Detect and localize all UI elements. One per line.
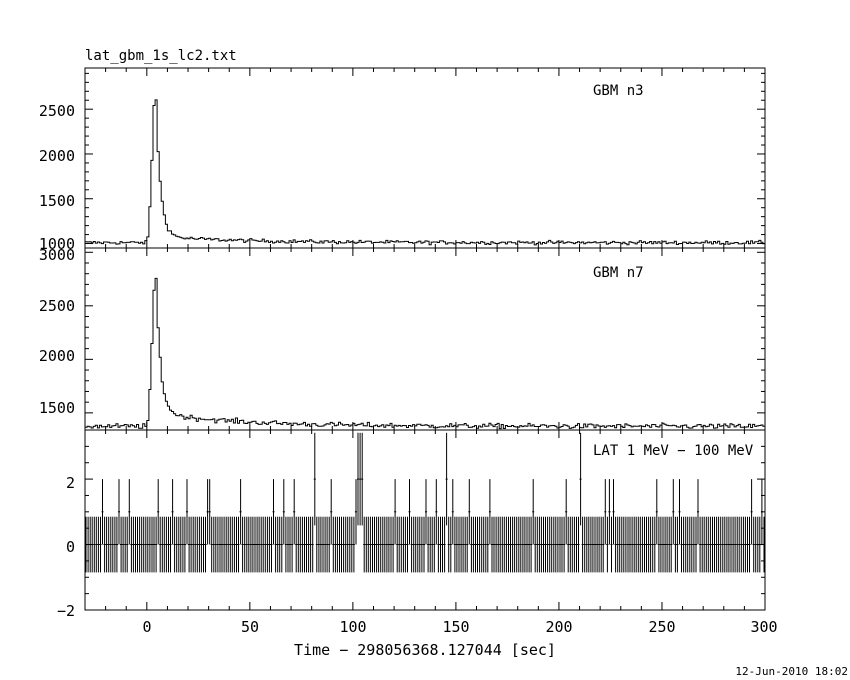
x-axis-label: Time − 298056368.127044 [sec] [294, 641, 556, 659]
y-tick-label: 1000 [39, 235, 75, 253]
x-tick-label: 200 [545, 618, 572, 636]
y-axis-lat: −2 0 2 [57, 474, 75, 620]
y-tick-label: 2000 [39, 347, 75, 365]
y-tick-label: 2000 [39, 147, 75, 165]
y-axis-gbm-n7: 1500 2000 2500 3000 [39, 246, 75, 417]
y-axis-gbm-n3: 1000 1500 2000 2500 [39, 102, 75, 253]
timestamp: 12-Jun-2010 18:02 [735, 665, 848, 678]
legend-gbm-n3: GBM n3 [593, 83, 644, 99]
y-tick-label: 3000 [39, 246, 75, 264]
x-tick-label: 150 [442, 618, 469, 636]
y-tick-label: 2500 [39, 297, 75, 315]
y-tick-label: 2 [66, 474, 75, 492]
x-tick-label: 100 [339, 618, 366, 636]
x-tick-label: 300 [750, 618, 777, 636]
x-tick-label: 0 [142, 618, 151, 636]
panel-gbm-n7-frame [84, 247, 766, 431]
x-axis: 0 50 100 150 200 250 300 [142, 618, 777, 636]
data-layer [85, 99, 765, 573]
tick-marks [84, 68, 766, 611]
y-tick-label: 1500 [39, 192, 75, 210]
x-tick-label: 250 [648, 618, 675, 636]
panel-gbm-n3-frame [84, 67, 766, 249]
series-line [85, 99, 765, 246]
y-tick-label: −2 [57, 602, 75, 620]
plot-title: lat_gbm_1s_lc2.txt [85, 48, 237, 64]
y-tick-label: 0 [66, 538, 75, 556]
y-tick-label: 1500 [39, 399, 75, 417]
legend-lat: LAT 1 MeV − 100 MeV [593, 443, 754, 459]
x-tick-label: 50 [241, 618, 259, 636]
series-line [85, 277, 765, 430]
panel-lat-frame [84, 429, 766, 611]
legend-gbm-n7: GBM n7 [593, 265, 644, 281]
y-tick-label: 2500 [39, 102, 75, 120]
